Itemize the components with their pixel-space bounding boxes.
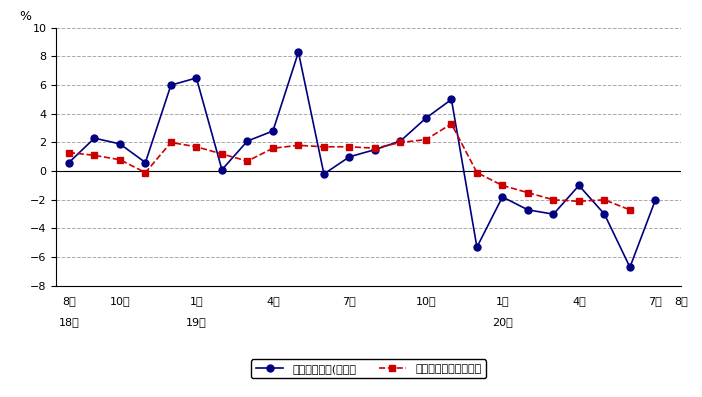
Text: 20年: 20年: [492, 317, 512, 327]
Y-axis label: %: %: [19, 10, 31, 23]
Text: 19年: 19年: [186, 317, 207, 327]
Text: 18年: 18年: [58, 317, 79, 327]
Legend: 現金給与総額(名目）, きまって支給する給与: 現金給与総額(名目）, きまって支給する給与: [251, 359, 486, 378]
